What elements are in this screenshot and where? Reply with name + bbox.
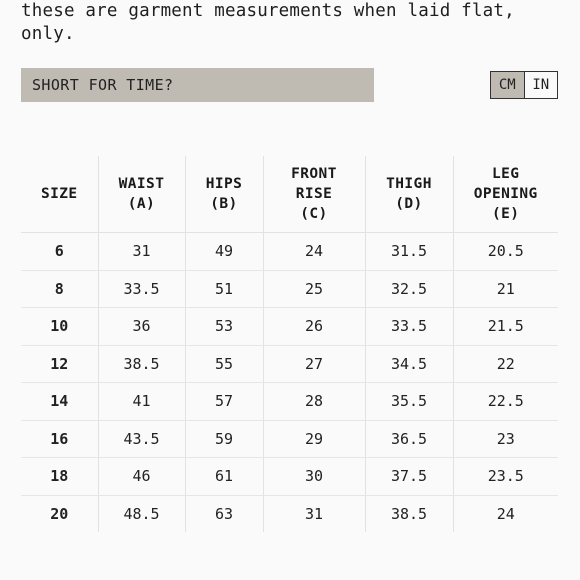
size-cell: 6 — [21, 232, 98, 271]
header-size: SIZE — [21, 156, 98, 233]
hips-cell: 63 — [184, 495, 263, 532]
thigh-cell: 37.5 — [364, 457, 453, 496]
table-row: 6 31 49 24 31.5 20.5 — [21, 232, 558, 271]
size-cell: 10 — [21, 307, 98, 346]
thigh-cell: 36.5 — [364, 420, 453, 458]
size-cell: 8 — [21, 270, 98, 308]
thigh-cell: 35.5 — [364, 382, 453, 421]
size-cell: 18 — [21, 457, 98, 496]
table-row: 18 46 61 30 37.5 23.5 — [21, 457, 558, 496]
hips-cell: 57 — [184, 382, 263, 421]
front-rise-cell: 24 — [262, 232, 365, 271]
thigh-cell: 31.5 — [364, 232, 453, 271]
short-for-time-label: SHORT FOR TIME? — [32, 76, 174, 94]
hips-cell: 55 — [184, 345, 263, 383]
unit-in-button[interactable]: IN — [524, 72, 557, 98]
waist-cell: 43.5 — [97, 420, 185, 458]
table-header-row: SIZE WAIST (A) HIPS (B) FRONT RISE (C) T… — [21, 156, 558, 233]
leg-opening-cell: 21 — [452, 270, 558, 308]
leg-opening-cell: 21.5 — [452, 307, 558, 346]
front-rise-cell: 26 — [262, 307, 365, 346]
header-hips: HIPS (B) — [184, 156, 263, 233]
header-front-rise: FRONT RISE (C) — [262, 156, 365, 233]
hips-cell: 49 — [184, 232, 263, 271]
hips-cell: 51 — [184, 270, 263, 308]
table-row: 12 38.5 55 27 34.5 22 — [21, 345, 558, 383]
intro-line-2: only. — [21, 24, 75, 44]
leg-opening-cell: 22.5 — [452, 382, 558, 421]
waist-cell: 41 — [97, 382, 185, 421]
size-cell: 20 — [50, 504, 69, 523]
short-for-time-bar[interactable]: SHORT FOR TIME? — [21, 68, 374, 102]
header-waist: WAIST (A) — [97, 156, 185, 233]
table-row: 20 48.5 63 31 38.5 24 — [21, 495, 558, 532]
waist-cell: 33.5 — [97, 270, 185, 308]
thigh-cell: 33.5 — [364, 307, 453, 346]
table-row: 14 41 57 28 35.5 22.5 — [21, 382, 558, 421]
leg-opening-cell: 23 — [452, 420, 558, 458]
thigh-cell: 32.5 — [364, 270, 453, 308]
front-rise-cell: 30 — [262, 457, 365, 496]
hips-cell: 61 — [184, 457, 263, 496]
size-cell: 16 — [21, 420, 98, 458]
front-rise-cell: 29 — [262, 420, 365, 458]
thigh-cell: 34.5 — [364, 345, 453, 383]
hips-cell: 59 — [184, 420, 263, 458]
hips-cell: 53 — [184, 307, 263, 346]
leg-opening-cell: 23.5 — [452, 457, 558, 496]
front-rise-cell: 31 — [262, 495, 365, 532]
leg-opening-cell: 24 — [452, 495, 558, 532]
front-rise-cell: 25 — [262, 270, 365, 308]
intro-text: these are garment measurements when laid… — [21, 0, 561, 46]
header-thigh: THIGH (D) — [364, 156, 453, 233]
waist-cell: 38.5 — [97, 345, 185, 383]
unit-cm-button[interactable]: CM — [491, 72, 525, 98]
waist-cell: 36 — [97, 307, 185, 346]
size-cell: 14 — [21, 382, 98, 421]
header-leg-opening: LEG OPENING (E) — [452, 156, 558, 233]
table-row: 16 43.5 59 29 36.5 23 — [21, 420, 558, 458]
waist-cell: 46 — [97, 457, 185, 496]
leg-opening-cell: 22 — [452, 345, 558, 383]
front-rise-cell: 27 — [262, 345, 365, 383]
leg-opening-cell: 20.5 — [452, 232, 558, 271]
table-row: 8 33.5 51 25 32.5 21 — [21, 270, 558, 308]
front-rise-cell: 28 — [262, 382, 365, 421]
waist-cell: 48.5 — [97, 495, 185, 532]
thigh-cell: 38.5 — [364, 495, 453, 532]
size-chart-table: SIZE WAIST (A) HIPS (B) FRONT RISE (C) T… — [21, 156, 558, 532]
intro-line-1: these are garment measurements when laid… — [21, 1, 515, 21]
size-cell: 12 — [21, 345, 98, 383]
waist-cell: 31 — [97, 232, 185, 271]
unit-toggle: CM IN — [490, 71, 558, 99]
table-row: 10 36 53 26 33.5 21.5 — [21, 307, 558, 346]
